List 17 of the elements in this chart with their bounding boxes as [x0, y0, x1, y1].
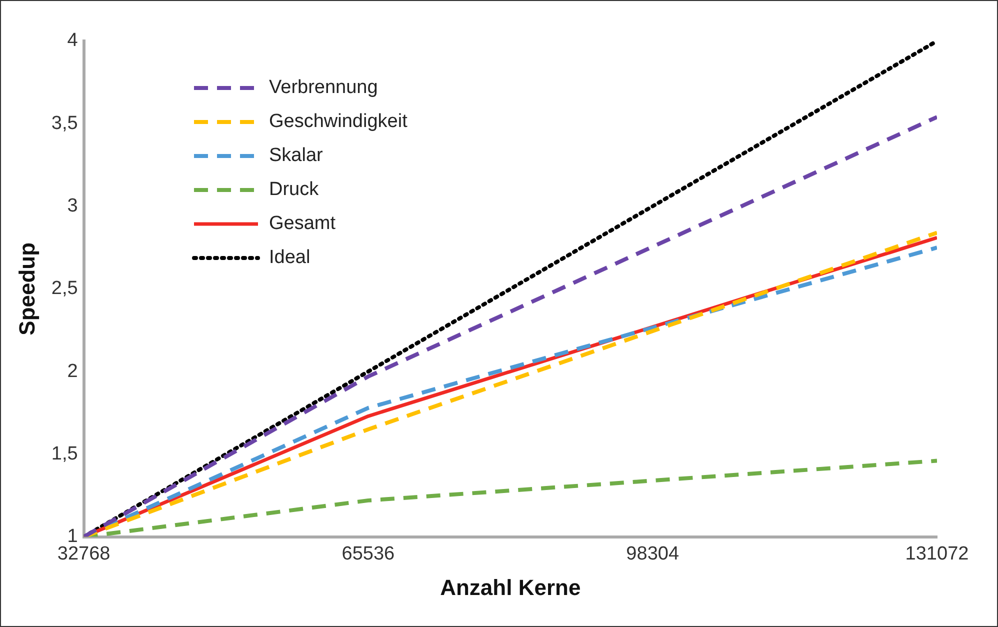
y-tick-label: 4	[67, 30, 78, 52]
y-tick-label: 1,5	[51, 443, 78, 464]
x-axis-title: Anzahl Kerne	[440, 574, 581, 600]
y-tick-label: 3	[67, 196, 78, 216]
legend-label: Skalar	[269, 145, 323, 167]
y-tick-label: 2	[67, 360, 78, 382]
legend-label: Verbrennung	[269, 77, 378, 99]
x-tick-label: 98304	[626, 543, 680, 564]
legend-label: Gesamt	[269, 213, 336, 235]
y-tick-label: 2,5	[51, 278, 78, 300]
legend-label: Ideal	[269, 247, 310, 269]
legend-label: Druck	[269, 179, 319, 201]
x-tick-label: 65536	[342, 543, 395, 564]
y-tick-label: 3,5	[51, 112, 78, 134]
y-axis-title: Speedup	[14, 242, 40, 336]
legend-label: Geschwindigkeit	[269, 111, 408, 133]
x-tick-label: 131072	[905, 543, 969, 564]
